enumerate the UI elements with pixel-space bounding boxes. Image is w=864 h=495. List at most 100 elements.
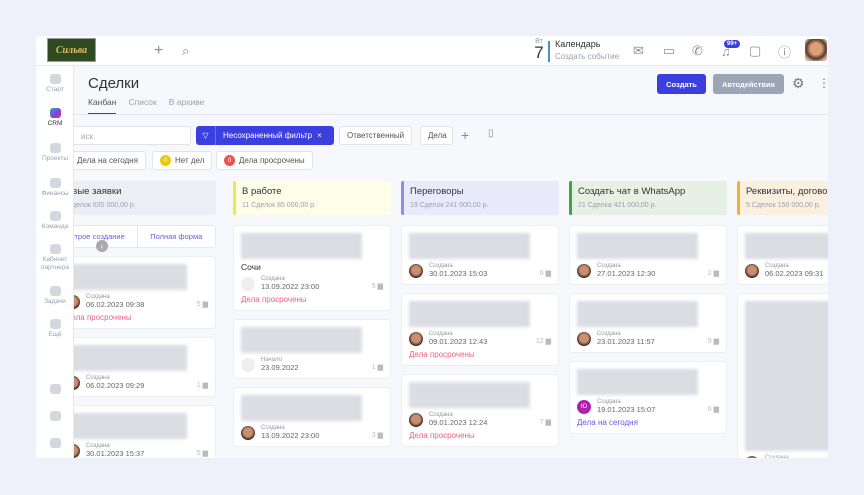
phone-icon[interactable]: ✆ [692, 43, 703, 58]
search-icon[interactable]: ⌕ [182, 43, 190, 58]
task-status[interactable]: Дела просрочены [409, 350, 475, 359]
column-header[interactable]: Создать чат в WhatsApp 21 Сделка 421 000,… [569, 181, 727, 215]
deal-date: 30.01.2023 15:37 [86, 449, 145, 458]
tab-kanban[interactable]: Канбан [88, 97, 117, 114]
deal-card[interactable]: Создана 06.02.2023 09:29 1 ▆ [58, 337, 216, 397]
notes-icon[interactable]: ▭ [663, 43, 676, 58]
kanban-column: Создать чат в WhatsApp 21 Сделка 421 000,… [569, 181, 727, 434]
deal-date: 06.02.2023 09:38 [86, 300, 145, 309]
notification-badge: 99+ [724, 40, 741, 48]
deal-card[interactable]: Создана31.01.2023 13:46 [737, 293, 828, 458]
deal-meta: Создана 13.09.2022 23:00 5 ▆ [241, 276, 383, 291]
deal-date: 06.02.2023 09:29 [86, 381, 145, 390]
automation-button[interactable]: Автодействия [713, 74, 784, 94]
deal-meta: Создана 23.01.2023 11:57 9 ▆ [577, 331, 719, 346]
deals-filter[interactable]: Дела [420, 126, 453, 145]
deal-date: 23.09.2022 [261, 363, 299, 372]
sidebar-item-partner[interactable]: Кабинет партнера [36, 244, 74, 272]
calendar-divider [548, 41, 550, 62]
date-label: Создана [429, 331, 453, 337]
deal-card[interactable]: Создана 06.02.2023 09:31 [737, 225, 828, 285]
search-input[interactable]: иск [56, 126, 191, 145]
deal-meta: Создана 06.02.2023 09:38 5 ▆ [66, 294, 208, 309]
task-status[interactable]: Дела просрочены [66, 313, 132, 322]
top-bar: Сильва + ⌕ Вт 7 Календарь Создать событие… [36, 36, 828, 66]
task-status[interactable]: Дела на сегодня [577, 418, 638, 427]
full-form-button[interactable]: Полная форма [136, 226, 216, 247]
plus-icon[interactable]: + [154, 42, 164, 59]
deal-card[interactable]: Создана 09.01.2023 12:43 12 ▆ Дела просро… [401, 293, 559, 366]
bell-icon[interactable]: ♫ [721, 44, 731, 59]
sidebar-item-finance[interactable]: Финансы [36, 178, 74, 198]
column-header[interactable]: Переговоры 19 Сделок 241 000,00 р. [401, 181, 559, 215]
count: 5 [371, 283, 376, 290]
tab-list[interactable]: Список [128, 97, 157, 107]
deal-title-blurred [66, 413, 187, 439]
close-icon[interactable]: × [317, 131, 322, 140]
bookmark-icon[interactable]: ▯ [488, 128, 494, 139]
deal-card[interactable]: Создана 27.01.2023 12:30 2 ▆ [569, 225, 727, 285]
deal-date: 13.09.2022 23:00 [261, 282, 320, 291]
comment-count: 2 ▆ [708, 269, 719, 277]
add-filter-icon[interactable]: + [461, 127, 470, 143]
task-status[interactable]: Дела просрочены [409, 431, 475, 440]
sidebar-bottom-item[interactable] [36, 411, 74, 423]
column-header[interactable]: Реквизиты, договор 5 Сделок 150 000,00 р. [737, 181, 828, 215]
deal-card[interactable]: Создана 30.01.2023 15:37 5 ▆ [58, 405, 216, 458]
gear-icon[interactable]: ⚙ [792, 75, 805, 91]
calendar-title[interactable]: Календарь [555, 39, 601, 49]
task-status[interactable]: Дела просрочены [241, 295, 307, 304]
comment-count: 6 ▆ [708, 405, 719, 413]
company-logo[interactable]: Сильва [47, 38, 96, 62]
sidebar-bottom-item[interactable] [36, 384, 74, 396]
sidebar-item-more[interactable]: Ещё [36, 319, 74, 339]
deal-card[interactable]: Начало 23.09.2022 1 ▆ [233, 319, 391, 379]
sidebar-item-team[interactable]: Команда [36, 211, 74, 231]
deal-card[interactable]: Создана 23.01.2023 11:57 9 ▆ [569, 293, 727, 353]
deal-card[interactable]: Создана 13.09.2022 23:00 3 ▆ [233, 387, 391, 447]
sidebar-item-crm[interactable]: CRM [36, 108, 74, 128]
overdue-chip[interactable]: 0 Дела просрочены [216, 151, 313, 170]
help-icon[interactable]: ⓘ [778, 45, 792, 60]
column-stats: 21 Сделка 421 000,00 р. [578, 202, 657, 209]
deal-card[interactable]: Создана 09.01.2023 12:24 7 ▆ Дела просроч… [401, 374, 559, 447]
kanban-column: Переговоры 19 Сделок 241 000,00 р. Создан… [401, 181, 559, 447]
sidebar-label: Задачи [44, 298, 66, 305]
sidebar-item-projects[interactable]: Проекты [36, 143, 74, 163]
deal-date: 30.01.2023 15:03 [429, 269, 488, 278]
sidebar-item-start[interactable]: Старт [36, 74, 74, 94]
sidebar-bottom-item[interactable] [36, 438, 74, 450]
deal-card[interactable]: Сочи Создана 13.09.2022 23:00 5 ▆ Дела пр… [233, 225, 391, 311]
responsible-filter[interactable]: Ответственный [339, 126, 413, 145]
filter-button[interactable]: ▽ Несохраненный фильтр × [196, 126, 334, 145]
create-button[interactable]: Создать [657, 74, 706, 94]
deal-card[interactable]: Создана 06.02.2023 09:38 5 ▆ Дела просроч… [58, 256, 216, 329]
deal-card[interactable]: Ю Создана 19.01.2023 15:07 6 ▆ Дела на се… [569, 361, 727, 434]
count: 9 [707, 338, 712, 345]
deal-title-blurred [241, 233, 362, 259]
avatar: Ю [577, 399, 591, 414]
sidebar-label: Старт [46, 86, 64, 93]
more-vertical-icon[interactable]: ⋮ [818, 76, 828, 90]
avatar [241, 276, 255, 291]
avatar [409, 331, 423, 346]
today-tasks-chip[interactable]: Дела на сегодня [69, 151, 146, 170]
no-tasks-chip[interactable]: 0 Нет дел [152, 151, 213, 170]
chevron-left-icon[interactable]: ‹ [96, 240, 108, 252]
deal-title-blurred [66, 264, 187, 290]
avatar [745, 263, 759, 278]
deal-city: Сочи [241, 262, 261, 272]
chat-icon[interactable]: ▢ [749, 43, 762, 58]
sidebar-item-tasks[interactable]: Задачи [36, 286, 74, 306]
deal-meta: Создана31.01.2023 13:46 [745, 455, 828, 458]
user-avatar[interactable] [805, 39, 827, 61]
tab-archive[interactable]: В архиве [168, 97, 205, 107]
quick-create-button[interactable]: строе создание [70, 232, 125, 241]
count: 6 [707, 406, 712, 413]
column-header[interactable]: овые заявки Сделок 835 000,00 р. [58, 181, 216, 215]
column-header[interactable]: В работе 11 Сделок 85 000,00 р. [233, 181, 391, 215]
deal-card[interactable]: Создана 30.01.2023 15:03 6 ▆ [401, 225, 559, 285]
create-event-link[interactable]: Создать событие [555, 52, 620, 61]
mail-icon[interactable]: ✉ [633, 43, 644, 58]
calendar-date[interactable]: Вт 7 [532, 38, 546, 63]
